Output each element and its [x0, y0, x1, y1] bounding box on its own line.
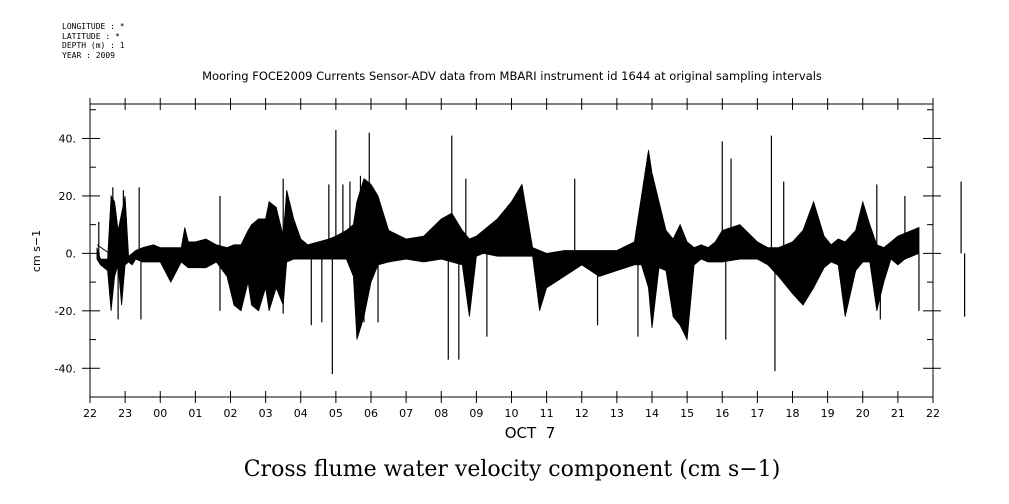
- x-tick-label: 13: [610, 407, 624, 420]
- x-tick-label: 07: [399, 407, 413, 420]
- longitude-label: LONGITUDE : *: [62, 22, 125, 31]
- x-tick-label: 20: [856, 407, 870, 420]
- x-tick-label: 02: [224, 407, 238, 420]
- x-axis: 22 23 00 01 02 03 04 05 06 07 08 09 10 11 12 13 14 15 16 17…: [83, 98, 940, 420]
- velocity-start-segment: [96, 244, 110, 254]
- y-axis: 40. 20. 0. -20. -40.: [55, 109, 941, 398]
- x-tick-label: 01: [188, 407, 202, 420]
- x-tick-label: 14: [645, 407, 659, 420]
- chart-title: Mooring FOCE2009 Currents Sensor-ADV dat…: [202, 69, 822, 83]
- x-tick-label: 05: [329, 407, 343, 420]
- y-tick-label: -20.: [55, 305, 76, 318]
- metadata-block: LONGITUDE : * LATITUDE : * DEPTH (m) : 1…: [62, 22, 125, 60]
- series-cross-flume-velocity: [96, 129, 966, 375]
- depth-label: DEPTH (m) : 1: [62, 41, 125, 50]
- x-tick-label: 09: [469, 407, 483, 420]
- x-axis-label: OCT 7: [505, 424, 556, 442]
- x-tick-label: 06: [364, 407, 378, 420]
- x-tick-label: 22: [926, 407, 940, 420]
- x-tick-label: 10: [505, 407, 519, 420]
- x-tick-label: 23: [118, 407, 132, 420]
- y-tick-label: -40.: [55, 362, 76, 375]
- y-axis-label: cm s−1: [30, 230, 43, 272]
- chart-caption: Cross flume water velocity component (cm…: [244, 457, 781, 482]
- y-tick-label: 0.: [66, 247, 77, 260]
- year-label: YEAR : 2009: [62, 50, 115, 60]
- x-tick-label: 15: [680, 407, 694, 420]
- x-tick-label: 22: [83, 407, 97, 420]
- x-tick-label: 04: [294, 407, 308, 420]
- velocity-oscillation: [96, 150, 920, 340]
- y-tick-label: 40.: [59, 132, 77, 145]
- latitude-label: LATITUDE : *: [62, 31, 120, 41]
- x-tick-label: 03: [259, 407, 273, 420]
- x-tick-label: 11: [540, 407, 554, 420]
- x-tick-label: 16: [715, 407, 729, 420]
- x-tick-label: 21: [891, 407, 905, 420]
- y-tick-label: 20.: [59, 190, 77, 203]
- x-tick-label: 08: [434, 407, 448, 420]
- x-tick-label: 19: [821, 407, 835, 420]
- x-tick-label: 17: [750, 407, 764, 420]
- x-tick-label: 00: [153, 407, 167, 420]
- x-tick-label: 12: [575, 407, 589, 420]
- x-tick-label: 18: [786, 407, 800, 420]
